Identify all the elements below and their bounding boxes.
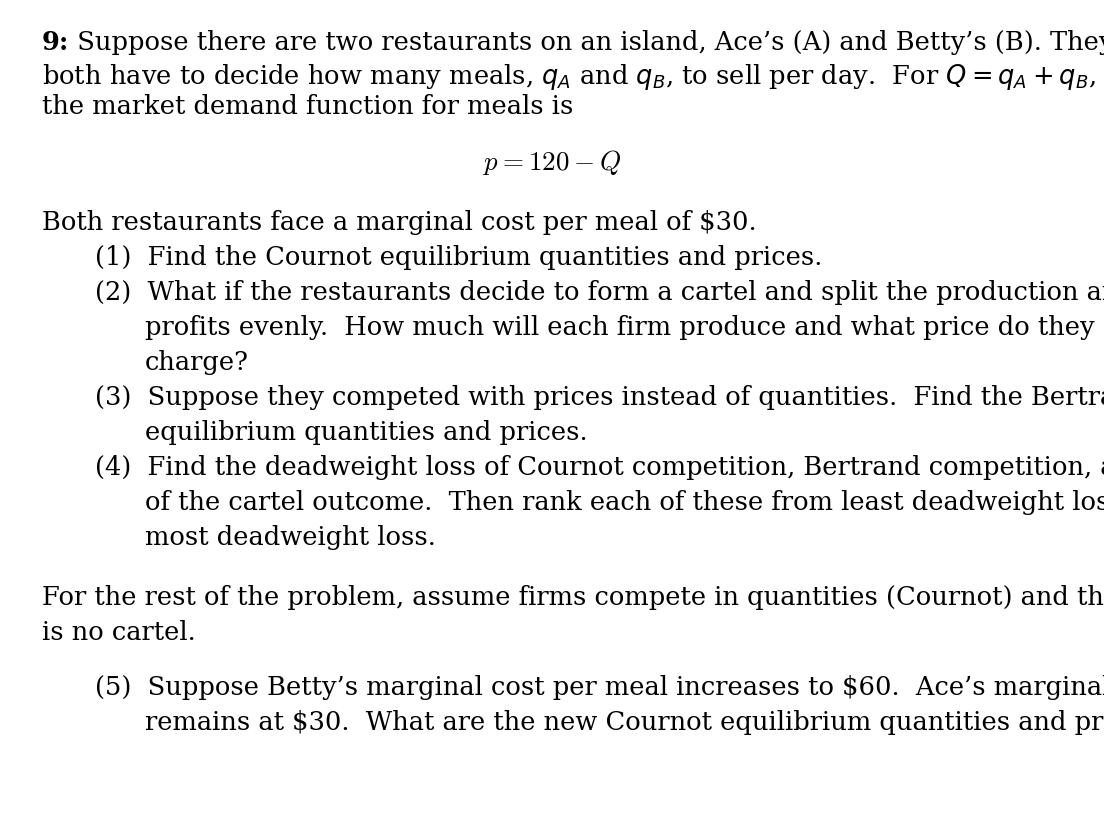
Text: Suppose there are two restaurants on an island, Ace’s (A) and Betty’s (B). They: Suppose there are two restaurants on an … bbox=[62, 30, 1104, 55]
Text: (3)  Suppose they competed with prices instead of quantities.  Find the Bertrand: (3) Suppose they competed with prices in… bbox=[95, 385, 1104, 410]
Text: both have to decide how many meals, $q_A$ and $q_B$, to sell per day.  For $Q = : both have to decide how many meals, $q_A… bbox=[42, 62, 1096, 92]
Text: most deadweight loss.: most deadweight loss. bbox=[145, 525, 436, 550]
Text: (2)  What if the restaurants decide to form a cartel and split the production an: (2) What if the restaurants decide to fo… bbox=[95, 280, 1104, 305]
Text: is no cartel.: is no cartel. bbox=[42, 620, 195, 645]
Text: the market demand function for meals is: the market demand function for meals is bbox=[42, 94, 573, 119]
Text: charge?: charge? bbox=[145, 350, 250, 375]
Text: of the cartel outcome.  Then rank each of these from least deadweight loss to: of the cartel outcome. Then rank each of… bbox=[145, 490, 1104, 515]
Text: $p = 120 - Q$: $p = 120 - Q$ bbox=[482, 148, 622, 177]
Text: equilibrium quantities and prices.: equilibrium quantities and prices. bbox=[145, 420, 587, 445]
Text: Both restaurants face a marginal cost per meal of $30.: Both restaurants face a marginal cost pe… bbox=[42, 210, 756, 235]
Text: (1)  Find the Cournot equilibrium quantities and prices.: (1) Find the Cournot equilibrium quantit… bbox=[95, 245, 822, 270]
Text: 9:: 9: bbox=[42, 30, 70, 55]
Text: For the rest of the problem, assume firms compete in quantities (Cournot) and th: For the rest of the problem, assume firm… bbox=[42, 585, 1104, 610]
Text: remains at $30.  What are the new Cournot equilibrium quantities and prices?: remains at $30. What are the new Cournot… bbox=[145, 710, 1104, 735]
Text: profits evenly.  How much will each firm produce and what price do they: profits evenly. How much will each firm … bbox=[145, 315, 1095, 340]
Text: (4)  Find the deadweight loss of Cournot competition, Bertrand competition, and: (4) Find the deadweight loss of Cournot … bbox=[95, 455, 1104, 480]
Text: (5)  Suppose Betty’s marginal cost per meal increases to $60.  Ace’s marginal co: (5) Suppose Betty’s marginal cost per me… bbox=[95, 675, 1104, 700]
